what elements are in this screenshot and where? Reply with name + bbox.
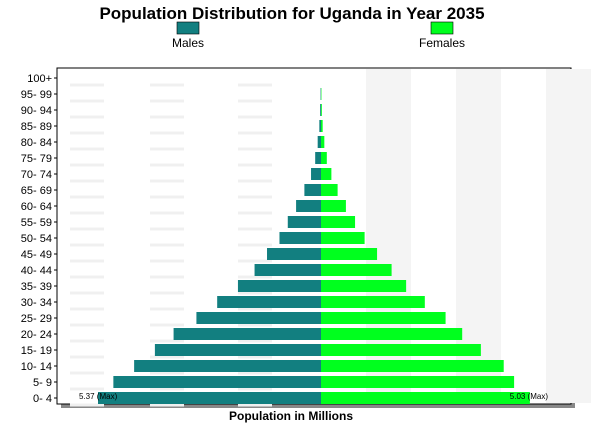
y-tick-label: 30- 34 xyxy=(21,297,52,309)
bar-males-3 xyxy=(154,344,321,356)
bar-males-6 xyxy=(217,296,321,308)
legend-swatch-females xyxy=(430,21,454,35)
bar-females-1 xyxy=(321,376,515,388)
y-tick-label: 5- 9 xyxy=(33,377,52,389)
bar-females-9 xyxy=(321,248,378,260)
y-tick-label: 15- 19 xyxy=(21,345,52,357)
bar-females-2 xyxy=(321,360,504,372)
y-tick-label: 75- 79 xyxy=(21,153,52,165)
bar-males-14 xyxy=(311,168,321,180)
x-axis-label: Population in Millions xyxy=(229,409,353,423)
legend-label-males: Males xyxy=(172,36,204,50)
bar-males-9 xyxy=(267,248,321,260)
bar-females-7 xyxy=(321,280,407,292)
bar-females-0 xyxy=(321,392,530,404)
bar-females-15 xyxy=(321,152,327,164)
bar-females-16 xyxy=(321,136,325,148)
grid-band xyxy=(546,69,591,403)
chart-title: Population Distribution for Uganda in Ye… xyxy=(99,4,484,23)
bar-males-1 xyxy=(113,376,321,388)
y-tick-label: 25- 29 xyxy=(21,313,52,325)
legend: Males Females xyxy=(172,21,465,50)
y-tick-label: 10- 14 xyxy=(21,361,52,373)
bar-females-4 xyxy=(321,328,463,340)
y-tick-labels: 0- 4 5- 9 10- 14 15- 19 20- 24 25- 29 30- 34 35… xyxy=(21,73,57,405)
bar-females-18 xyxy=(321,104,322,116)
bar-males-18 xyxy=(320,104,321,116)
bar-males-13 xyxy=(304,184,321,196)
bar-males-17 xyxy=(319,120,321,132)
y-tick-label: 65- 69 xyxy=(21,185,52,197)
bar-females-12 xyxy=(321,200,346,212)
bar-males-12 xyxy=(296,200,321,212)
y-tick-label: 45- 49 xyxy=(21,249,52,261)
legend-label-females: Females xyxy=(419,36,465,50)
bar-males-15 xyxy=(315,152,321,164)
y-tick-label: 50- 54 xyxy=(21,233,52,245)
bar-females-14 xyxy=(321,168,332,180)
y-tick-label: 55- 59 xyxy=(21,217,52,229)
bar-females-8 xyxy=(321,264,392,276)
bar-females-10 xyxy=(321,232,365,244)
bar-males-8 xyxy=(254,264,321,276)
bar-females-17 xyxy=(321,120,323,132)
y-tick-label: 35- 39 xyxy=(21,281,52,293)
bar-females-11 xyxy=(321,216,356,228)
bar-males-4 xyxy=(173,328,321,340)
bar-males-5 xyxy=(196,312,321,324)
bar-males-16 xyxy=(317,136,321,148)
bar-females-5 xyxy=(321,312,446,324)
y-tick-label: 100+ xyxy=(27,73,52,85)
annotation-male-max: 5.37 (Max) xyxy=(79,392,118,401)
legend-swatch-males xyxy=(176,21,200,35)
y-tick-label: 70- 74 xyxy=(21,169,52,181)
bar-males-7 xyxy=(237,280,321,292)
y-tick-label: 60- 64 xyxy=(21,201,52,213)
y-tick-label: 95- 99 xyxy=(21,89,52,101)
y-tick-label: 20- 24 xyxy=(21,329,52,341)
bar-males-0 xyxy=(98,392,321,404)
y-tick-label: 40- 44 xyxy=(21,265,52,277)
bar-females-13 xyxy=(321,184,338,196)
bar-females-6 xyxy=(321,296,425,308)
y-tick-label: 0- 4 xyxy=(33,393,52,405)
y-tick-label: 80- 84 xyxy=(21,137,52,149)
bar-males-2 xyxy=(134,360,321,372)
y-tick-label: 85- 89 xyxy=(21,121,52,133)
bar-males-10 xyxy=(279,232,321,244)
bars xyxy=(98,88,530,404)
annotation-female-max: 5.03 (Max) xyxy=(510,392,549,401)
y-tick-label: 90- 94 xyxy=(21,105,52,117)
bar-females-3 xyxy=(321,344,481,356)
bar-males-11 xyxy=(287,216,321,228)
